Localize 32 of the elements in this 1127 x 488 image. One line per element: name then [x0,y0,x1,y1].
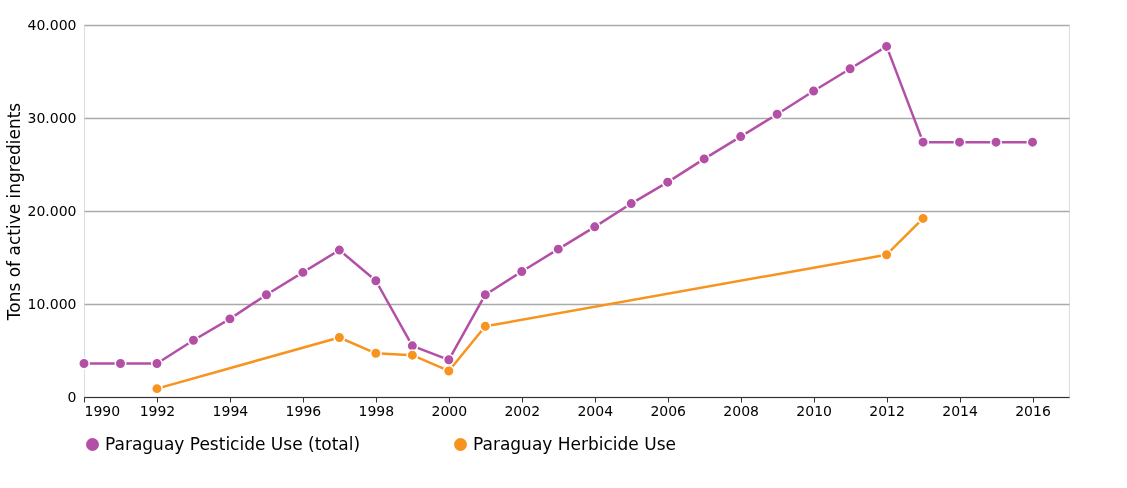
x-tick-label: 1990 [84,402,121,419]
legend-label: Paraguay Pesticide Use (total) [105,433,361,454]
x-tick-label: 1996 [285,402,322,419]
x-tick-label: 2010 [796,402,832,419]
y-tick-label: 0 [67,388,77,405]
x-tick-label: 2004 [577,402,614,419]
y-tick-label: 20.000 [27,202,77,219]
y-tick-label: 10.000 [27,295,77,312]
y-axis-title: Tons of active ingredients [3,102,24,322]
x-tick-label: 2008 [723,402,759,419]
point [771,108,784,121]
point [78,357,90,370]
x-tick-label: 1998 [358,402,395,419]
x-tick-label: 2014 [942,402,978,419]
point [880,248,893,261]
x-tick-label: 2000 [431,402,468,419]
point [661,176,674,189]
x-tick-label: 2002 [504,402,541,419]
x-tick-label: 2006 [650,402,687,419]
x-tick-label: 1992 [139,402,176,419]
y-tick-label: 30.000 [27,109,77,126]
legend-label: Paraguay Herbicide Use [473,433,676,454]
point [442,353,455,366]
point [479,320,492,333]
point [953,136,966,149]
x-tick-label: 1994 [212,402,249,419]
y-tick-label: 40.000 [27,16,77,33]
x-tick-label: 2012 [869,402,905,419]
x-tick-label: 2016 [1015,402,1051,419]
point [442,364,455,377]
point [187,334,200,347]
point [369,347,382,360]
